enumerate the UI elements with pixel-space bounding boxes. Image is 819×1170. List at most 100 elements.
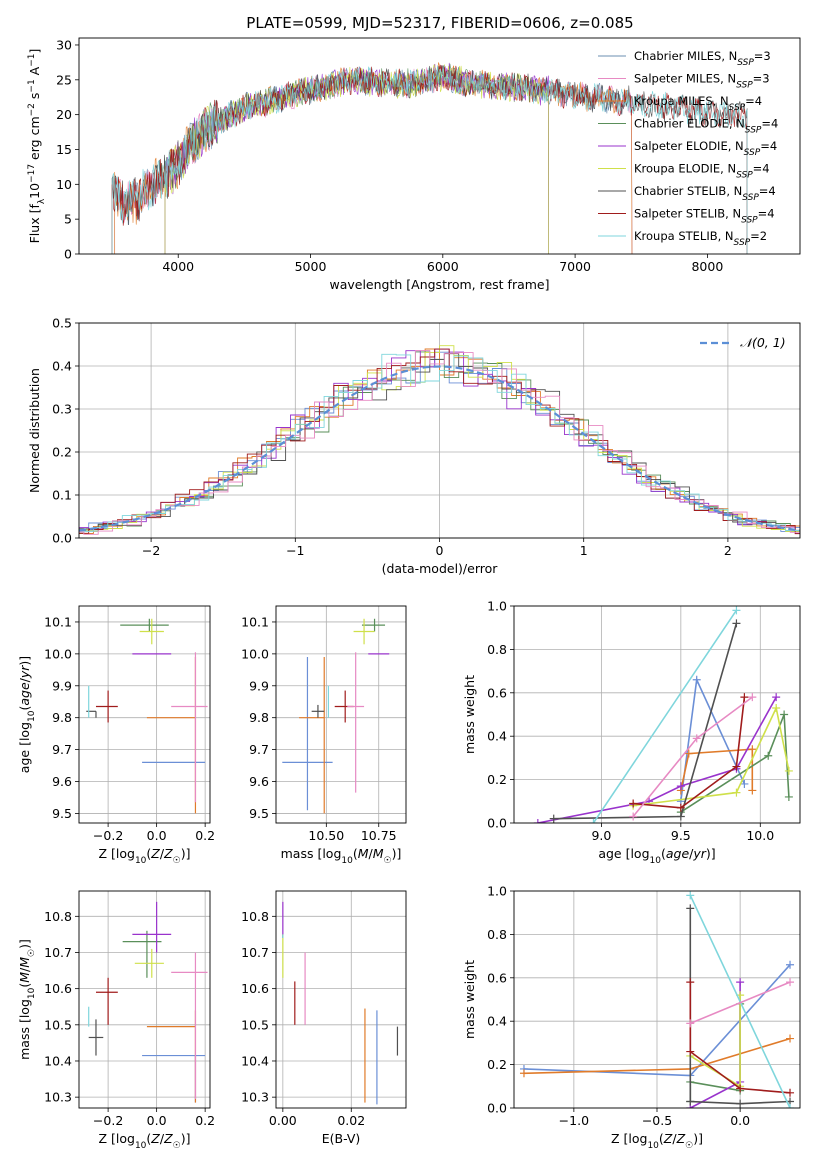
y-tick-label: 5: [64, 212, 72, 227]
y-tick-label: 9.5: [52, 806, 72, 821]
x-tick-label: 4000: [162, 259, 194, 274]
plus-marker: [692, 675, 701, 684]
x-axis-label: age [log10(age/yr)]: [598, 846, 715, 866]
axes-frame: [513, 890, 801, 1109]
x-axis-label: Z [log10(Z/Z☉)]: [98, 846, 190, 866]
plus-marker: [786, 1104, 795, 1108]
y-tick-label: 20: [56, 107, 72, 122]
legend-entry: Salpeter ELODIE, NSSP=4: [634, 139, 777, 158]
y-tick-label: 10.5: [44, 1017, 72, 1032]
error-point-3: [120, 618, 169, 632]
y-tick-label: 10.0: [241, 646, 269, 661]
y-tick-label: 10.3: [44, 1090, 72, 1105]
y-tick-label: 0.6: [487, 970, 507, 985]
legend-entry: Kroupa ELODIE, NSSP=4: [634, 162, 770, 181]
error-point-7: [95, 690, 118, 723]
y-tick-label: 10.4: [44, 1053, 72, 1068]
plot-area: [86, 618, 208, 814]
y-tick-label: 10.1: [44, 614, 72, 629]
plus-marker: [732, 606, 741, 615]
plus-marker: [686, 904, 695, 913]
y-axis-label: Flux [fλ10−17 erg cm−2 s−1 A−1]: [27, 49, 47, 244]
plus-marker: [629, 799, 638, 808]
plus-marker: [519, 1069, 528, 1078]
plus-marker: [784, 766, 793, 775]
weight-line-9: [689, 981, 791, 1025]
plus-marker: [686, 1097, 695, 1106]
plus-marker: [786, 1088, 795, 1097]
x-tick-label: −1: [286, 543, 304, 558]
y-tick-label: 10: [56, 177, 72, 192]
axes-frame: [275, 605, 407, 824]
y-tick-label: 30: [56, 37, 72, 52]
plus-marker: [786, 978, 795, 987]
plus-marker: [736, 1099, 745, 1108]
legend-entry: 𝒩(0, 1): [740, 335, 786, 350]
error-point-5: [134, 948, 164, 978]
legend-entry: Chabrier ELODIE, NSSP=4: [634, 117, 778, 136]
plus-marker: [549, 814, 558, 823]
plus-marker: [686, 1019, 695, 1028]
plot-area: [533, 606, 793, 823]
panel-mass-vs-Z: −0.2 0.0 0.2 10.3 10.4 10.5 10.6 10.7 10.8 Z [log…: [17, 890, 215, 1151]
legend-entry: Kroupa MILES, NSSP=4: [634, 94, 762, 113]
x-tick-label: 9.5: [671, 828, 691, 843]
plot-area: [282, 901, 399, 1105]
plus-marker: [589, 819, 598, 823]
plus-marker: [740, 693, 749, 702]
x-tick-label: −1.0: [559, 1113, 589, 1128]
panel-mass-vs-EBV: 0.00 0.02 10.3 10.4 10.5 10.6 10.7 10.8 E(B-V): [241, 890, 407, 1146]
y-axis-label: mass weight: [462, 960, 477, 1039]
x-tick-label: 1: [580, 543, 588, 558]
legend-entry: Chabrier STELIB, NSSP=4: [634, 184, 776, 203]
plus-marker: [686, 891, 695, 900]
x-axis-label: Z [log10(Z/Z☉)]: [98, 1131, 190, 1151]
y-tick-label: 0.0: [487, 1101, 507, 1116]
plus-marker: [732, 788, 741, 797]
plus-marker: [786, 960, 795, 969]
axes-frame: [78, 605, 211, 824]
y-axis-label: Normed distribution: [27, 368, 42, 493]
y-tick-label: 9.7: [249, 742, 269, 757]
y-tick-label: 0: [64, 247, 72, 262]
spectrum-line-9: [111, 65, 748, 254]
weight-line-7: [689, 982, 791, 1094]
weight-line-2: [680, 748, 754, 791]
x-tick-label: 2: [724, 543, 732, 558]
y-tick-label: 9.6: [249, 774, 269, 789]
weight-line-7: [633, 697, 746, 809]
x-tick-label: 9.0: [591, 828, 611, 843]
x-tick-label: 0.0: [730, 1113, 750, 1128]
x-tick-label: 0.2: [195, 1113, 215, 1128]
plus-marker: [533, 819, 542, 823]
error-point-2: [299, 657, 325, 814]
plus-marker: [732, 762, 741, 771]
figure-title: PLATE=0599, MJD=52317, FIBERID=0606, z=0…: [246, 14, 633, 32]
plus-marker: [676, 803, 685, 812]
legend-entry: Salpeter MILES, NSSP=3: [634, 72, 770, 91]
y-tick-label: 10.0: [44, 646, 72, 661]
y-tick-label: 0.3: [52, 402, 72, 417]
axes-frame: [275, 890, 407, 1109]
plus-marker: [676, 812, 685, 821]
y-tick-label: 9.7: [52, 742, 72, 757]
spectrum-line-8: [111, 64, 748, 254]
x-tick-label: −2: [142, 543, 160, 558]
error-point-6: [86, 710, 97, 718]
x-tick-label: 0: [436, 543, 444, 558]
plus-marker: [684, 749, 693, 758]
gaussian-curve: [79, 365, 800, 532]
y-tick-label: 0.6: [487, 685, 507, 700]
x-axis-label: E(B-V): [322, 1131, 361, 1146]
panel-weight-vs-age: 9.0 9.5 10.0 0.0 0.2 0.4 0.6 0.8 1.0 age [log10(a…: [462, 599, 801, 866]
legend: Chabrier MILES, NSSP=3 Salpeter MILES, NS…: [598, 49, 778, 248]
legend-entry: Chabrier MILES, NSSP=3: [634, 49, 771, 68]
error-point-7: [95, 977, 118, 1025]
error-point-3: [361, 618, 386, 632]
axes-frame: [78, 37, 801, 255]
x-tick-label: 5000: [295, 259, 327, 274]
y-tick-label: 9.8: [249, 710, 269, 725]
x-tick-label: 10.0: [746, 828, 774, 843]
legend-entry: Kroupa STELIB, NSSP=2: [634, 229, 767, 248]
